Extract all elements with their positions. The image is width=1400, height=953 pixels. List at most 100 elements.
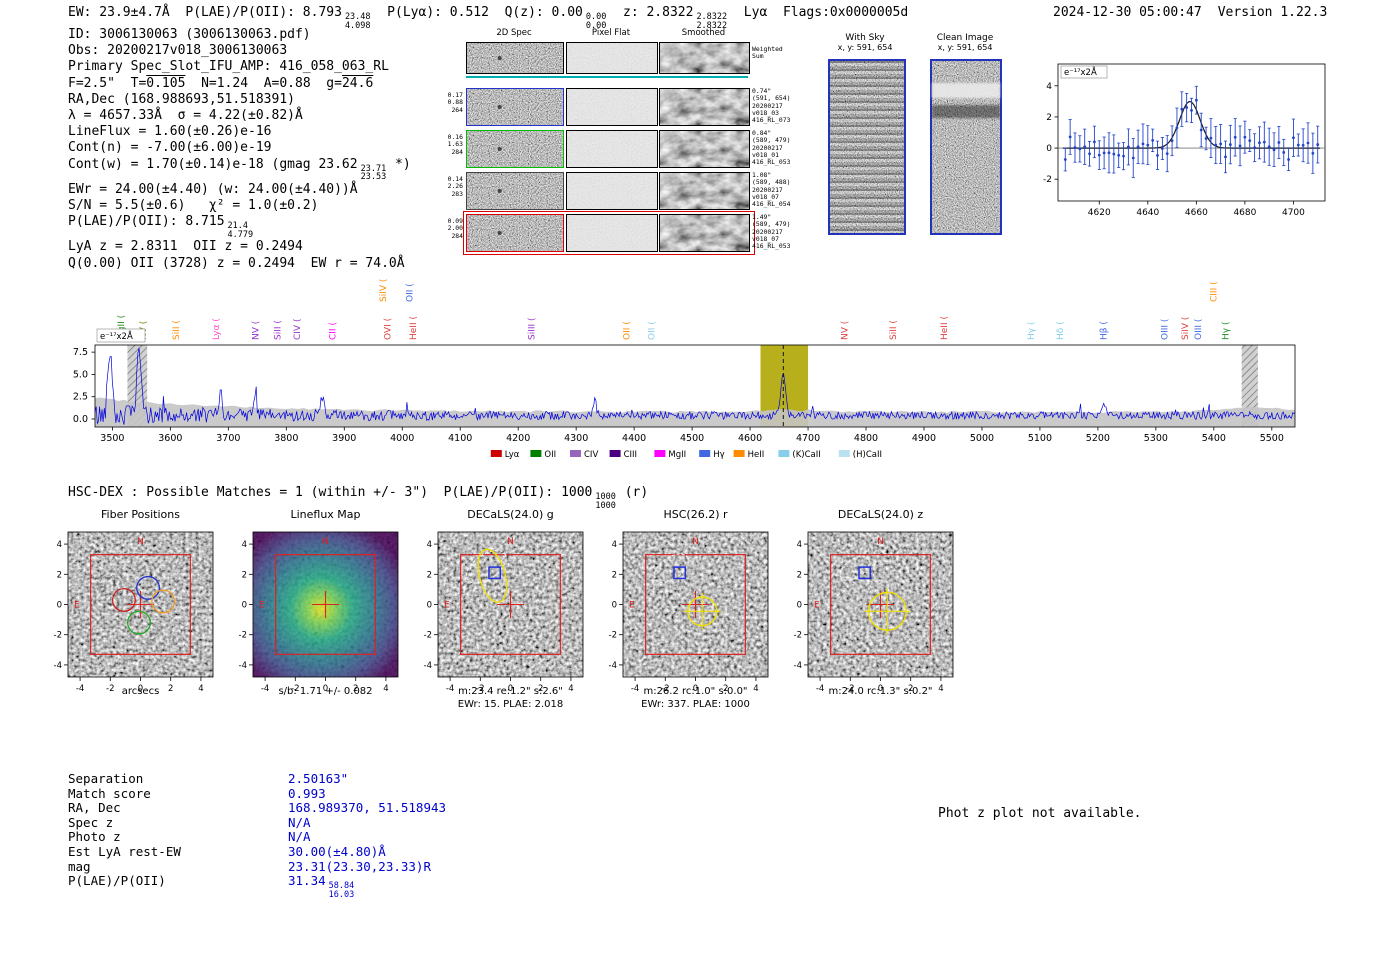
svg-text:2: 2 [908, 684, 913, 692]
svg-text:0: 0 [427, 601, 432, 611]
compass-east: E [814, 601, 820, 611]
stacked-fraction: 58.84 16.03 [328, 881, 355, 900]
fiber-circle [127, 610, 151, 635]
svg-text:4700: 4700 [796, 433, 820, 444]
hsc-match-header: HSC-DEX : Possible Matches = 1 (within +… [68, 485, 649, 511]
svg-text:2: 2 [797, 570, 802, 580]
svg-text:0: 0 [242, 601, 247, 611]
emission-line-labels: MgII (NV (SiII (Lyα (NV (SiII (CIV (CII … [117, 279, 1231, 340]
svg-text:4: 4 [753, 684, 758, 692]
svg-text:-2: -2 [424, 631, 432, 641]
info-line: P(LAE)/P(OII): 8.715 21.4 4.779 [68, 214, 254, 240]
fiber-circle [151, 589, 176, 614]
unit-label: e⁻¹⁷x2Å [1064, 66, 1097, 78]
svg-text:4: 4 [568, 684, 573, 692]
svg-text:4620: 4620 [1088, 208, 1111, 218]
emission-line-label: NV ( [251, 321, 261, 340]
sky-stripes-overlay [830, 61, 904, 233]
cutout-xlabel: arcsecs [121, 686, 160, 697]
smoothed-strip [659, 130, 750, 168]
svg-text:2: 2 [242, 570, 247, 580]
match-label: RA, Dec [68, 800, 121, 816]
row-outline [463, 211, 755, 255]
match-label: Separation [68, 771, 144, 786]
emission-line-label: CIII ( [1210, 281, 1220, 302]
cutout-caption: EWr: 337. PLAE: 1000 [641, 699, 750, 710]
catalog-ellipse [839, 555, 870, 581]
svg-text:-2: -2 [846, 684, 854, 692]
svg-text:4: 4 [57, 540, 62, 550]
weighted-sum-label: Weighted Sum [752, 45, 783, 61]
match-row: Photo z N/A [68, 830, 588, 845]
svg-text:3800: 3800 [274, 433, 298, 444]
catalog-ellipse [653, 553, 690, 584]
svg-text:7.5: 7.5 [73, 347, 88, 358]
spec2d-montage: 2D Spec Pixel Flat Smoothed Weighted Sum 0.1… [443, 28, 815, 255]
emission-line-label: OVI ( [384, 318, 394, 340]
svg-text:4900: 4900 [912, 433, 936, 444]
match-label: P(LAE)/P(OII) [68, 873, 166, 889]
emission-line-label: SiIII ( [527, 317, 537, 340]
info-line: Q(0.00) OII (3728) z = 0.2494 EW r = 74.… [68, 255, 405, 271]
svg-text:-2: -2 [54, 631, 62, 641]
emission-line-label: SiII ( [172, 320, 182, 340]
pixelflat-strip [566, 130, 658, 168]
emission-line-label: Lyα ( [212, 318, 222, 340]
compass-north: N [692, 537, 699, 547]
svg-text:4640: 4640 [1136, 208, 1159, 218]
with-sky-title: With Sky [845, 33, 885, 43]
match-row: Match score 0.993 [68, 786, 588, 802]
error-band [95, 397, 1295, 427]
svg-text:4: 4 [383, 684, 388, 692]
compass-east: E [74, 601, 80, 611]
svg-text:-2: -2 [661, 684, 669, 692]
pixelflat-strip [566, 172, 658, 210]
cutout-caption: m:23.4 re:1.2" s:2.6" [458, 686, 563, 697]
cutout-image: -4 -4 -2 -2 0 0 2 2 4 4 N E [54, 531, 214, 692]
match-row: Est LyA rest-EW 30.00(±4.80)Å [68, 843, 588, 860]
emission-line-label: SiIV ( [379, 279, 389, 302]
compass-north: N [507, 537, 514, 547]
info-line: λ = 4657.33Å σ = 4.22(±0.82)Å [68, 108, 303, 124]
extraction-box [275, 554, 376, 655]
row-annotation: 0.74" (591, 654) 20200217 v018_03 416_RL… [752, 87, 791, 125]
match-value: 30.00(±4.80)Å [288, 843, 386, 859]
match-label: Photo z [68, 829, 121, 845]
info-line: EWr = 24.00(±4.40) (w: 24.00(±4.40))Å [68, 181, 358, 197]
emission-line-label: Hγ ( [1027, 322, 1037, 340]
row-annotation: 1.08" (589, 488) 20200217 v018_07 416_RL… [752, 171, 791, 209]
svg-text:5400: 5400 [1202, 433, 1226, 444]
montage-column-header: Pixel Flat [591, 28, 631, 38]
svg-text:4: 4 [797, 540, 802, 550]
smoothed-strip [659, 42, 750, 74]
svg-text:2: 2 [57, 570, 62, 580]
svg-text:3600: 3600 [158, 433, 182, 444]
legend-label: Hγ [713, 450, 724, 460]
svg-text:4000: 4000 [390, 433, 414, 444]
legend-label: CIII [624, 450, 637, 460]
svg-text:-4: -4 [54, 661, 62, 671]
stacked-fraction: 23.48 4.098 [344, 12, 371, 31]
svg-text:5500: 5500 [1260, 433, 1284, 444]
svg-text:2: 2 [1046, 113, 1052, 123]
svg-text:-4: -4 [631, 684, 639, 692]
spec2d-strip [466, 42, 564, 74]
compass-east: E [259, 601, 265, 611]
stacked-fraction: 21.4 4.779 [227, 221, 254, 240]
legend-label: Lyα [505, 450, 520, 460]
svg-text:3500: 3500 [100, 433, 124, 444]
cutout-caption: EWr: 15. PLAE: 2.018 [457, 699, 564, 710]
row-stats: 0.14 2.26 283 [447, 175, 463, 198]
cutout-caption: m:24.0 rc:1.3" s:0.2" [828, 686, 933, 697]
svg-text:0: 0 [57, 601, 62, 611]
svg-text:2: 2 [723, 684, 728, 692]
with-sky-panel: With Sky x, y: 591, 654 [822, 33, 908, 235]
cutout-image: -4 -4 -2 -2 0 0 2 2 4 4 N E [239, 531, 399, 692]
fiber-circle [136, 575, 161, 600]
svg-text:-2: -2 [609, 631, 617, 641]
clean-image-title: Clean Image [936, 33, 994, 43]
svg-text:4500: 4500 [680, 433, 704, 444]
svg-text:-4: -4 [424, 661, 432, 671]
